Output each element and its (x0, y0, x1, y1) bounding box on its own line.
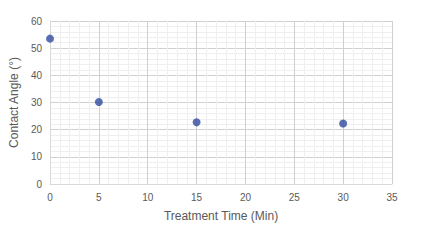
svg-text:60: 60 (31, 16, 43, 27)
svg-text:40: 40 (31, 70, 43, 81)
svg-text:0: 0 (47, 192, 53, 203)
svg-text:10: 10 (31, 151, 43, 162)
svg-text:25: 25 (289, 192, 301, 203)
svg-text:30: 30 (338, 192, 350, 203)
svg-text:0: 0 (36, 179, 42, 190)
svg-text:Contact Angle (°): Contact Angle (°) (7, 57, 21, 148)
svg-text:15: 15 (191, 192, 203, 203)
svg-text:20: 20 (31, 124, 43, 135)
svg-text:35: 35 (386, 192, 398, 203)
svg-text:5: 5 (96, 192, 102, 203)
svg-text:50: 50 (31, 43, 43, 54)
svg-text:Treatment Time (Min): Treatment Time (Min) (164, 209, 278, 223)
svg-text:10: 10 (142, 192, 154, 203)
svg-text:20: 20 (240, 192, 252, 203)
svg-text:30: 30 (31, 97, 43, 108)
